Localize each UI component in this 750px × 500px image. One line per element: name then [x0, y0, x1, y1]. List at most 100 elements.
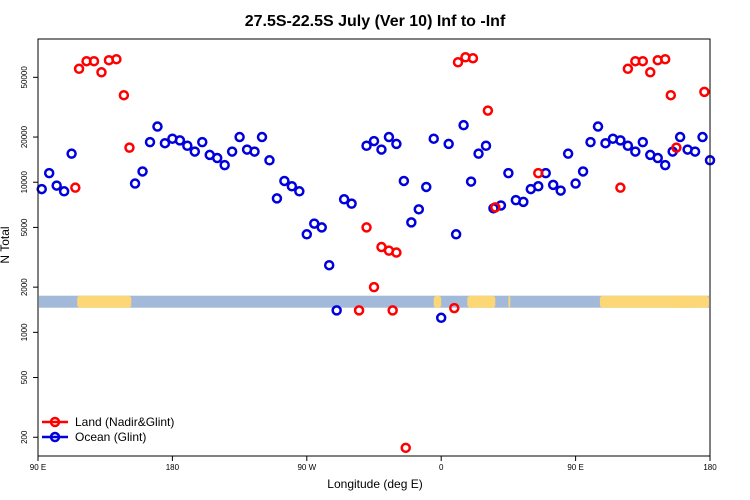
ocean-point — [562, 148, 574, 159]
ocean-point — [264, 155, 275, 166]
ocean-point — [585, 136, 596, 148]
ocean-point — [197, 136, 208, 148]
ocean-point — [570, 178, 581, 189]
y-tick-label: 2000 — [20, 278, 29, 296]
ocean-point — [615, 135, 626, 146]
legend-label-ocean: Ocean (Glint) — [75, 430, 146, 444]
land-segment — [433, 295, 442, 308]
ocean-point — [391, 138, 402, 150]
data-points — [36, 52, 716, 454]
land-point — [615, 182, 626, 193]
land-point — [452, 57, 464, 68]
ocean-point — [555, 185, 566, 196]
legend-marker-ocean — [49, 431, 61, 443]
land-point — [467, 52, 479, 64]
ocean-band — [39, 295, 709, 308]
ocean-point — [234, 131, 245, 143]
ocean-point — [301, 229, 313, 240]
legend-marker-land — [49, 416, 61, 428]
ocean-point — [592, 121, 604, 132]
x-tick-label: 180 — [166, 463, 180, 472]
ocean-point — [577, 166, 589, 177]
y-tick-label: 20000 — [20, 125, 29, 148]
legend-label-land: Land (Nadir&Glint) — [75, 415, 174, 429]
ocean-point — [279, 175, 290, 187]
land-point — [645, 67, 656, 78]
ocean-point — [697, 131, 708, 143]
ocean-point — [58, 186, 70, 197]
ocean-point — [413, 204, 425, 215]
ocean-point — [226, 146, 238, 157]
ocean-point — [652, 152, 663, 164]
land-point — [96, 67, 107, 78]
ocean-point — [346, 198, 357, 209]
land-point — [482, 105, 494, 116]
ocean-point — [361, 140, 372, 152]
ocean-point — [622, 140, 634, 152]
ocean-point — [398, 175, 410, 187]
x-tick-label: 90 E — [30, 463, 46, 472]
y-tick-label: 1000 — [20, 323, 29, 341]
ocean-point — [406, 217, 417, 228]
ocean-point — [450, 229, 462, 240]
ocean-point — [547, 179, 559, 191]
ocean-point — [465, 176, 477, 187]
y-axis: 200 500 1000 2000 5000 10000 20000 50000 — [20, 66, 38, 444]
ocean-point — [219, 159, 230, 171]
ocean-point — [630, 146, 641, 157]
ocean-point — [503, 167, 514, 179]
chart-title: 27.5S-22.5S July (Ver 10) Inf to -Inf — [245, 13, 506, 30]
ocean-point — [144, 136, 156, 148]
ocean-point — [189, 146, 201, 157]
land-point — [449, 302, 460, 314]
ocean-point — [443, 138, 454, 150]
land-point — [622, 63, 634, 75]
ocean-point — [533, 181, 544, 192]
ocean-point — [518, 196, 529, 208]
y-tick-label: 50000 — [20, 66, 29, 89]
y-tick-label: 500 — [20, 370, 29, 384]
ocean-point — [600, 137, 611, 149]
y-tick-label: 10000 — [20, 171, 29, 194]
ocean-point — [43, 167, 55, 179]
legend-item-ocean: Ocean (Glint) — [42, 430, 146, 444]
land-point — [637, 55, 649, 67]
land-point — [671, 142, 682, 153]
ocean-point — [495, 200, 507, 211]
ocean-point — [473, 148, 484, 159]
land-point — [361, 222, 372, 233]
land-point — [387, 305, 398, 316]
ocean-point — [637, 136, 649, 148]
ocean-point — [323, 259, 335, 271]
ocean-point — [480, 140, 492, 152]
ocean-point — [376, 144, 387, 155]
ocean-point — [659, 159, 671, 171]
land-point — [70, 182, 81, 193]
land-point — [124, 142, 135, 153]
land-point — [118, 89, 130, 101]
land-point — [665, 89, 677, 101]
land-point — [73, 63, 85, 75]
ocean-point — [689, 146, 701, 157]
ocean-point — [249, 146, 260, 157]
land-segment — [508, 295, 511, 308]
ocean-point — [51, 180, 62, 191]
plot-frame — [37, 38, 711, 457]
ocean-point — [331, 305, 342, 316]
x-axis: 90 E 180 90 W 0 90 E 180 — [30, 456, 717, 472]
ocean-point — [211, 152, 223, 164]
land-point — [88, 55, 100, 67]
ocean-point — [383, 131, 395, 143]
ocean-point — [182, 140, 193, 152]
ocean-point — [368, 135, 380, 147]
land-segment — [467, 295, 496, 308]
land-point — [400, 442, 411, 454]
x-tick-label: 90 W — [297, 463, 316, 472]
y-axis-label: N Total — [0, 226, 12, 263]
ocean-point — [294, 186, 305, 197]
ocean-point — [458, 119, 469, 131]
x-tick-label: 90 E — [567, 463, 583, 472]
land-point — [490, 202, 501, 213]
ocean-point — [271, 193, 283, 204]
